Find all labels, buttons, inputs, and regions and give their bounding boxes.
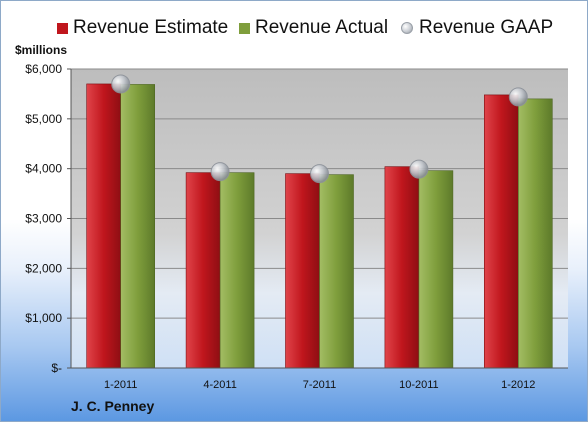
legend-marker-gaap bbox=[401, 22, 413, 34]
bar-revenue-estimate bbox=[185, 172, 221, 369]
y-axis-unit-label: $millions bbox=[15, 43, 68, 57]
marker-revenue-gaap bbox=[409, 159, 429, 179]
legend-label-gaap: Revenue GAAP bbox=[419, 17, 554, 38]
y-tick-label: $6,000 bbox=[25, 62, 62, 76]
legend-item-actual: Revenue Actual bbox=[239, 13, 388, 43]
bar-revenue-estimate bbox=[86, 83, 121, 369]
bar-revenue-actual bbox=[219, 172, 255, 369]
legend: Revenue Estimate Revenue Actual Revenue … bbox=[1, 13, 588, 43]
x-axis: 1-2011 4-2011 7-2011 10-2011 1-2012 bbox=[71, 367, 568, 391]
bar-revenue-estimate bbox=[483, 94, 519, 369]
bars bbox=[86, 83, 553, 369]
y-tick-label: $4,000 bbox=[25, 162, 62, 176]
bar-revenue-actual bbox=[120, 84, 155, 369]
bar-revenue-estimate bbox=[285, 173, 320, 369]
y-tick-label: $1,000 bbox=[25, 311, 62, 325]
legend-label-estimate: Revenue Estimate bbox=[73, 17, 229, 38]
y-tick-label: $2,000 bbox=[25, 261, 62, 275]
bar-revenue-actual bbox=[517, 98, 553, 369]
legend-label-actual: Revenue Actual bbox=[255, 17, 389, 38]
x-tick-label: 1-2011 bbox=[104, 379, 137, 391]
marker-revenue-gaap bbox=[310, 164, 329, 184]
marker-revenue-gaap bbox=[111, 74, 131, 94]
company-name: J. C. Penney bbox=[71, 398, 155, 414]
x-tick-label: 4-2011 bbox=[203, 379, 236, 391]
y-tick-label: $5,000 bbox=[25, 112, 62, 126]
x-tick-label: 10-2011 bbox=[399, 379, 439, 391]
legend-swatch-actual bbox=[239, 22, 250, 34]
x-tick-label: 1-2012 bbox=[501, 379, 535, 391]
marker-revenue-gaap bbox=[508, 87, 528, 107]
y-tick-label: $- bbox=[51, 361, 62, 375]
legend-item-gaap: Revenue GAAP bbox=[401, 13, 553, 43]
bar-revenue-estimate bbox=[384, 166, 420, 369]
y-axis: $- $1,000 $2,000 $3,000 $4,000 $5,000 $6,000 bbox=[25, 62, 72, 375]
legend-item-estimate: Revenue Estimate bbox=[57, 13, 228, 43]
legend-swatch-estimate bbox=[57, 22, 68, 34]
y-tick-label: $3,000 bbox=[25, 212, 62, 226]
bar-revenue-actual bbox=[418, 170, 454, 369]
gaap-markers bbox=[111, 74, 528, 184]
x-tick-label: 7-2011 bbox=[303, 379, 336, 391]
bar-revenue-actual bbox=[319, 174, 354, 369]
marker-revenue-gaap bbox=[210, 162, 230, 182]
